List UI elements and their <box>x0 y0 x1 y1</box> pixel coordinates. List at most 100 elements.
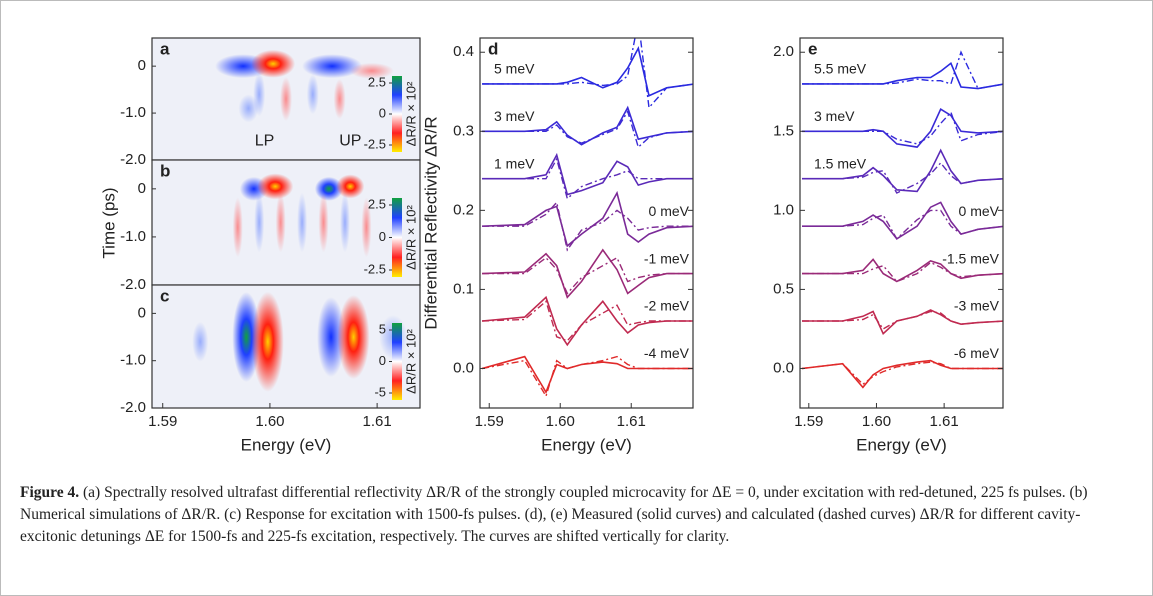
heatmap-feature <box>254 192 265 253</box>
x-tick-label: 1.61 <box>617 413 646 430</box>
curve-label: 1 meV <box>494 155 535 171</box>
y-axis-label: Time (ps) <box>99 187 118 258</box>
y-tick-label: -1.0 <box>120 104 146 121</box>
measured-curve <box>802 201 1003 240</box>
colorbar-tick-label: 0 <box>379 229 386 244</box>
x-tick-label: 1.59 <box>794 413 823 430</box>
y-tick-label: 0.1 <box>453 280 474 297</box>
colorbar-tick-label: 2.5 <box>368 196 386 211</box>
measured-curve <box>482 152 693 196</box>
plot-area <box>481 38 693 398</box>
y-tick-label: -2.0 <box>120 151 146 168</box>
curve-label: 0 meV <box>959 203 1000 219</box>
x-tick-label: 1.59 <box>148 413 177 430</box>
colorbar-label: ΔR/R × 10² <box>403 204 418 269</box>
heatmap-feature <box>232 197 243 258</box>
measured-curve <box>482 46 693 97</box>
colorbar-tick-label: -5 <box>374 384 386 399</box>
y-tick-label: 0 <box>138 57 146 74</box>
curve-label: 3 meV <box>814 108 855 124</box>
colorbar-label: ΔR/R × 10² <box>403 328 418 393</box>
x-axis-label: Energy (eV) <box>241 435 332 454</box>
x-tick-label: 1.60 <box>862 413 891 430</box>
y-tick-label: 1.5 <box>773 122 794 139</box>
caption-label: Figure 4. <box>20 484 80 501</box>
y-tick-label: 0.0 <box>773 359 794 376</box>
y-tick-label: 0.3 <box>453 122 474 139</box>
measured-curve <box>801 359 1003 389</box>
plot-frame <box>799 37 1004 409</box>
panel-letter: c <box>160 286 169 305</box>
plot-frame <box>479 37 694 409</box>
model-curve <box>802 261 1003 283</box>
plot-area <box>152 285 420 408</box>
curve-label: 3 meV <box>494 108 535 124</box>
measured-curve <box>482 295 693 347</box>
panel-letter: b <box>160 161 170 180</box>
curve-label: -2 meV <box>644 298 690 314</box>
colorbar-tick-label: 5 <box>379 321 386 336</box>
colorbar-tick-label: 0 <box>379 353 386 368</box>
panel-letter: a <box>160 39 170 58</box>
plot-area <box>801 50 1003 389</box>
measured-curve <box>802 309 1003 336</box>
measured-curve <box>482 248 693 299</box>
y-axis-label: Differential Reflectivity ΔR/R <box>421 116 440 329</box>
heatmap-feature <box>339 192 350 253</box>
y-tick-label: -1.0 <box>120 228 146 245</box>
panel-letter: e <box>808 39 817 58</box>
curve-label: 5 meV <box>494 61 535 77</box>
x-tick-label: 1.60 <box>546 413 575 430</box>
colorbar-label: ΔR/R × 10² <box>403 81 418 146</box>
heatmap-feature <box>192 321 209 362</box>
colorbar-tick-label: -2.5 <box>364 261 386 276</box>
y-tick-label: 0.0 <box>453 359 474 376</box>
caption: Figure 4. (a) Spectrally resolved ultraf… <box>20 482 1130 548</box>
measured-curve <box>802 258 1003 283</box>
panel-letter: d <box>488 39 498 58</box>
y-tick-label: 2.0 <box>773 43 794 60</box>
figure: 2.5 0 -2.5 ΔR/R × 10² LP UP 0 -1.0 -2.0 a 2.5 0 -2.5… <box>99 37 1004 454</box>
caption-text: (a) Spectrally resolved ultrafast differ… <box>20 484 1088 545</box>
plot-area <box>152 160 420 285</box>
curve-label: -6 meV <box>954 345 1000 361</box>
x-tick-label: 1.61 <box>930 413 959 430</box>
model-curve <box>481 355 693 398</box>
heatmap-feature <box>302 54 363 79</box>
heatmap-feature <box>238 94 259 123</box>
x-tick-label: 1.60 <box>255 413 284 430</box>
y-tick-label: -1.0 <box>120 352 146 369</box>
y-tick-label: -2.0 <box>120 399 146 416</box>
curve-label: -1.5 meV <box>942 250 999 266</box>
curve-label: -4 meV <box>644 345 690 361</box>
colorbar-tick-label: -2.5 <box>364 136 386 151</box>
measured-curve <box>802 148 1003 193</box>
y-tick-label: -2.0 <box>120 276 146 293</box>
heatmap-feature <box>318 192 329 253</box>
measured-curve <box>482 190 693 248</box>
x-tick-label: 1.59 <box>475 413 504 430</box>
x-axis-label: Energy (eV) <box>541 435 632 454</box>
y-tick-label: 0 <box>138 180 146 197</box>
plot-frame <box>151 284 421 409</box>
heatmap-feature <box>317 297 346 378</box>
measured-curve <box>482 105 693 146</box>
curve-label: 0 meV <box>649 203 690 219</box>
heatmap-feature <box>306 74 319 115</box>
y-tick-label: 0.5 <box>773 280 794 297</box>
measured-curve <box>481 355 693 395</box>
curve-label: -1 meV <box>644 250 690 266</box>
heatmap-feature <box>257 173 294 200</box>
heatmap-feature <box>361 197 372 258</box>
model-curve <box>482 109 693 149</box>
heatmap-feature <box>280 77 292 121</box>
annotation: UP <box>339 132 361 149</box>
y-tick-label: 0.4 <box>453 43 474 60</box>
colorbar <box>392 323 402 400</box>
model-curve <box>482 300 693 342</box>
curve-label: -3 meV <box>954 298 1000 314</box>
measured-curve <box>802 62 1003 90</box>
model-curve <box>482 256 693 295</box>
colorbar <box>392 198 402 277</box>
